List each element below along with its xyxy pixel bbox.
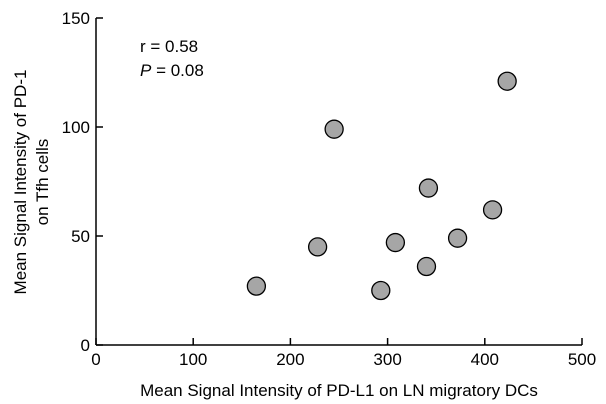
p-value-text: = 0.08 (151, 61, 203, 80)
x-axis-ticks: 0 100 200 300 400 500 (91, 338, 596, 369)
data-point-4 (371, 280, 391, 301)
p-value-label: P = 0.08 (140, 61, 204, 80)
x-tick-label: 500 (568, 350, 596, 369)
data-point-6 (416, 256, 437, 277)
y-axis-title: Mean Signal Intensity of PD-1 on Tfh cel… (11, 70, 52, 295)
data-point-2 (307, 237, 328, 257)
data-point-9 (482, 200, 503, 220)
p-symbol: P (140, 61, 152, 80)
x-tick-label: 100 (179, 350, 207, 369)
data-point-1 (246, 276, 267, 296)
x-tick-label: 300 (373, 350, 401, 369)
data-point-10 (497, 71, 517, 91)
data-points (246, 71, 517, 301)
data-point-8 (447, 228, 468, 248)
data-point-3 (324, 119, 344, 139)
x-tick-label: 400 (471, 350, 499, 369)
x-tick-label: 0 (91, 350, 100, 369)
r-value-label: r = 0.58 (140, 37, 198, 56)
x-tick-label: 200 (276, 350, 304, 369)
y-axis-ticks: 0 50 100 150 (62, 9, 103, 355)
y-tick-label: 100 (62, 118, 90, 137)
y-tick-label: 50 (71, 227, 90, 246)
y-axis-title-line-1: Mean Signal Intensity of PD-1 (11, 70, 30, 295)
x-axis-title: Mean Signal Intensity of PD-L1 on LN mig… (140, 381, 538, 400)
y-tick-label: 150 (62, 9, 90, 28)
data-point-5 (385, 232, 406, 253)
y-axis-title-line-2: on Tfh cells (33, 139, 52, 226)
data-point-7 (418, 178, 439, 198)
y-tick-label: 0 (81, 336, 90, 355)
